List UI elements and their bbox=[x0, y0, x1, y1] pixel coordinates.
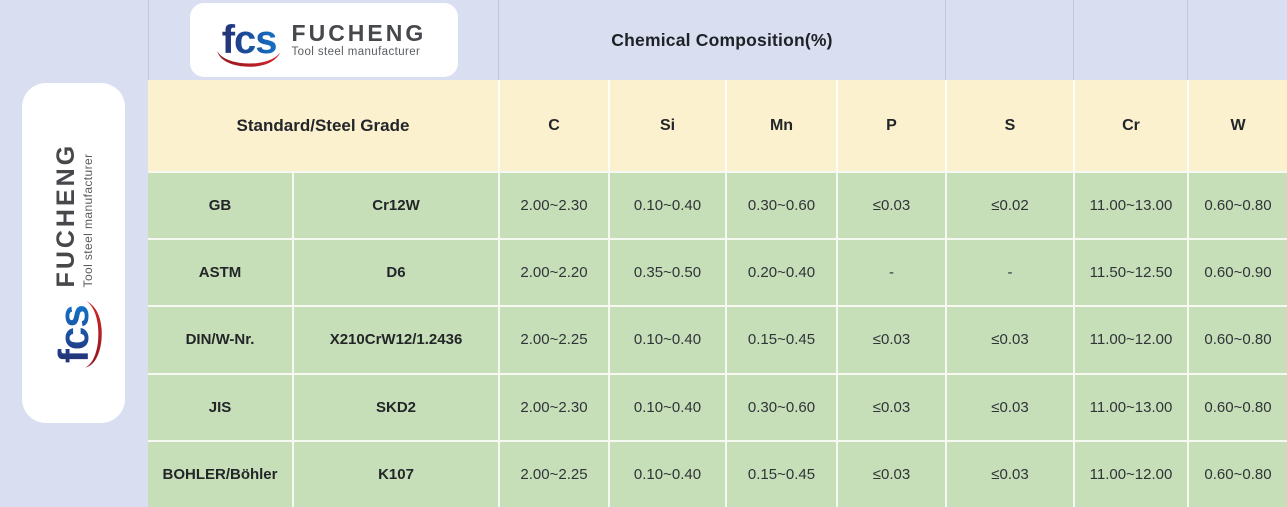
value-cell: 11.00~12.00 bbox=[1073, 305, 1187, 373]
element-header: S bbox=[945, 80, 1073, 171]
value-cell: 0.60~0.80 bbox=[1187, 171, 1287, 239]
value-cell: 11.00~13.00 bbox=[1073, 171, 1187, 239]
value-cell: 2.00~2.25 bbox=[498, 305, 608, 373]
value-cell: 0.60~0.80 bbox=[1187, 439, 1287, 507]
value-cell: 11.00~13.00 bbox=[1073, 372, 1187, 440]
fcs-logo: fcs bbox=[217, 18, 281, 67]
brand-name: FUCHENG bbox=[51, 142, 80, 288]
value-cell: 11.50~12.50 bbox=[1073, 238, 1187, 306]
value-cell: 0.10~0.40 bbox=[608, 171, 725, 239]
value-cell: 0.30~0.60 bbox=[725, 372, 836, 440]
value-cell: ≤0.03 bbox=[945, 439, 1073, 507]
fcs-logo-text: fcs bbox=[49, 305, 97, 364]
composition-table: Chemical Composition(%) Standard/Steel G… bbox=[148, 0, 1287, 507]
value-cell: 11.00~12.00 bbox=[1073, 439, 1187, 507]
value-cell: 0.10~0.40 bbox=[608, 372, 725, 440]
swoosh-icon bbox=[84, 300, 102, 368]
group-header: Standard/Steel Grade bbox=[148, 80, 498, 171]
value-cell: 0.60~0.90 bbox=[1187, 238, 1287, 306]
band-spacer bbox=[148, 0, 498, 80]
value-cell: ≤0.03 bbox=[836, 305, 945, 373]
brand-card-top: fcs FUCHENG Tool steel manufacturer bbox=[190, 3, 458, 77]
element-header: P bbox=[836, 80, 945, 171]
value-cell: 2.00~2.25 bbox=[498, 439, 608, 507]
table-title: Chemical Composition(%) bbox=[498, 0, 945, 80]
value-cell: 0.35~0.50 bbox=[608, 238, 725, 306]
swoosh-icon bbox=[217, 50, 281, 67]
fcs-logo-text: fcs bbox=[221, 18, 278, 62]
value-cell: ≤0.03 bbox=[836, 372, 945, 440]
brand-tagline: Tool steel manufacturer bbox=[291, 46, 421, 59]
value-cell: 0.20~0.40 bbox=[725, 238, 836, 306]
band-spacer bbox=[1187, 0, 1287, 80]
value-cell: - bbox=[945, 238, 1073, 306]
band-spacer bbox=[945, 0, 1073, 80]
element-header: Cr bbox=[1073, 80, 1187, 171]
value-cell: ≤0.03 bbox=[945, 305, 1073, 373]
fcs-logo: fcs bbox=[49, 300, 102, 368]
brand-text-block: FUCHENG Tool steel manufacturer bbox=[292, 20, 427, 60]
value-cell: 0.60~0.80 bbox=[1187, 372, 1287, 440]
grade-cell: K107 bbox=[292, 439, 498, 507]
standard-cell: BOHLER/Böhler bbox=[148, 439, 292, 507]
value-cell: - bbox=[836, 238, 945, 306]
brand-tagline: Tool steel manufacturer bbox=[80, 153, 95, 288]
value-cell: 0.15~0.45 bbox=[725, 439, 836, 507]
grade-cell: X210CrW12/1.2436 bbox=[292, 305, 498, 373]
value-cell: ≤0.03 bbox=[945, 372, 1073, 440]
standard-cell: ASTM bbox=[148, 238, 292, 306]
value-cell: ≤0.02 bbox=[945, 171, 1073, 239]
element-header: Si bbox=[608, 80, 725, 171]
brand-text-block: FUCHENG Tool steel manufacturer bbox=[52, 143, 95, 288]
element-header: Mn bbox=[725, 80, 836, 171]
band-spacer bbox=[1073, 0, 1187, 80]
standard-cell: GB bbox=[148, 171, 292, 239]
brand-name: FUCHENG bbox=[291, 19, 427, 46]
standard-cell: DIN/W-Nr. bbox=[148, 305, 292, 373]
value-cell: 0.10~0.40 bbox=[608, 439, 725, 507]
grade-cell: Cr12W bbox=[292, 171, 498, 239]
element-header: W bbox=[1187, 80, 1287, 171]
brand-card-side: fcs FUCHENG Tool steel manufacturer bbox=[22, 83, 125, 423]
grade-cell: SKD2 bbox=[292, 372, 498, 440]
grade-cell: D6 bbox=[292, 238, 498, 306]
value-cell: 2.00~2.20 bbox=[498, 238, 608, 306]
value-cell: 0.30~0.60 bbox=[725, 171, 836, 239]
value-cell: 0.15~0.45 bbox=[725, 305, 836, 373]
value-cell: ≤0.03 bbox=[836, 171, 945, 239]
standard-cell: JIS bbox=[148, 372, 292, 440]
value-cell: 0.10~0.40 bbox=[608, 305, 725, 373]
value-cell: 0.60~0.80 bbox=[1187, 305, 1287, 373]
element-header: C bbox=[498, 80, 608, 171]
value-cell: 2.00~2.30 bbox=[498, 171, 608, 239]
value-cell: ≤0.03 bbox=[836, 439, 945, 507]
value-cell: 2.00~2.30 bbox=[498, 372, 608, 440]
brand-rotated-block: fcs FUCHENG Tool steel manufacturer bbox=[26, 98, 122, 408]
